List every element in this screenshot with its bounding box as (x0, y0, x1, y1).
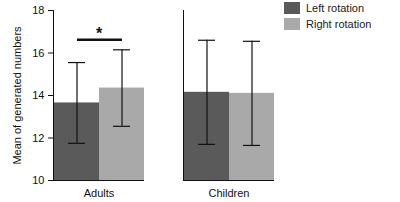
svg-text:12: 12 (32, 132, 44, 144)
svg-text:Mean of generated numbers: Mean of generated numbers (11, 26, 23, 165)
svg-text:16: 16 (32, 47, 44, 59)
svg-text:14: 14 (32, 89, 44, 101)
svg-text:Children: Children (209, 187, 250, 199)
svg-text:10: 10 (32, 174, 44, 186)
html-text:Right rotation: Right rotation (306, 18, 372, 30)
svg-text:*: * (96, 25, 103, 42)
html-text:Left rotation: Left rotation (306, 2, 365, 14)
svg-text:18: 18 (32, 4, 44, 16)
svg-text:Adults: Adults (84, 187, 115, 199)
